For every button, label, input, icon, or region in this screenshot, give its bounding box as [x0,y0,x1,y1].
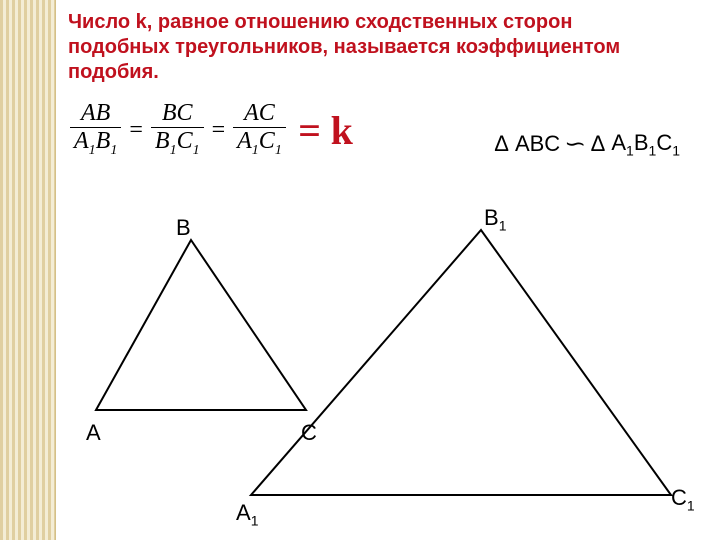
label-c1: C1 [671,485,695,513]
label-a1: A1 [236,500,258,528]
triangles-svg [56,175,720,540]
label-b1: B1 [484,205,506,233]
label-b: B [176,215,191,241]
fraction-2: BC B1C1 [151,101,204,159]
fraction-1: AB A1B1 [70,101,121,159]
triangles-diagram: A B C A1 B1 C1 [56,175,720,540]
similar-symbol: ∽ [564,131,586,157]
label-c: C [301,420,317,446]
triangle-small [96,240,306,410]
triangle-abc: ABC [515,131,560,157]
equals-2: = [206,117,232,144]
similarity-statement: Δ ABC ∽ Δ A1B1C1 [494,130,680,158]
decorative-left-strip [0,0,56,540]
label-a: A [86,420,101,446]
delta-2: Δ [591,131,606,157]
ratio-formula: AB A1B1 = BC B1C1 = AC A1C1 = k [68,100,353,160]
delta-1: Δ [494,131,509,157]
slide-content: Число k, равное отношению сходственных с… [56,0,720,540]
definition-text: Число k, равное отношению сходственных с… [68,10,628,85]
fraction-3: AC A1C1 [233,101,286,159]
equals-1: = [123,117,149,144]
equals-k: = k [298,107,353,154]
triangle-large [251,230,671,495]
triangle-a1b1c1: A1B1C1 [611,130,680,158]
